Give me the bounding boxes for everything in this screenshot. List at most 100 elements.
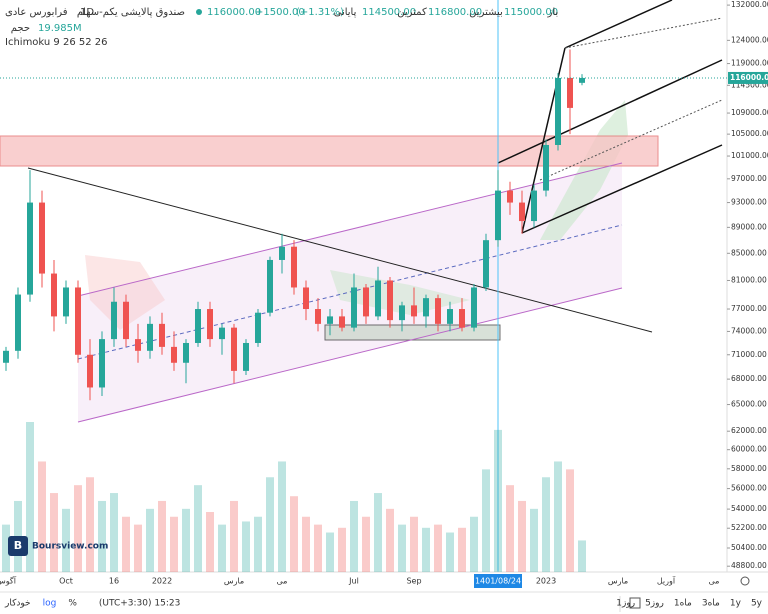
volume-bar <box>578 540 586 572</box>
volume-bar <box>326 532 334 572</box>
x-tick-label: 2022 <box>152 577 172 586</box>
volume-bar <box>218 524 226 572</box>
y-tick-label: 81000.00 <box>731 275 767 284</box>
candle-body <box>327 316 333 324</box>
volume-bar <box>290 496 298 572</box>
volume-bar <box>74 485 82 572</box>
candle-body <box>519 202 525 222</box>
y-tick-label: 119000.00 <box>731 59 768 68</box>
high: 116800.00 <box>428 7 482 18</box>
volume-bar <box>230 500 238 572</box>
scale-button[interactable]: % <box>68 599 77 609</box>
y-tick-label: 124000.00 <box>731 35 768 44</box>
channel-mid <box>77 224 623 360</box>
x-tick-label: می <box>709 577 720 586</box>
volume-bar <box>422 527 430 572</box>
range-button[interactable]: 1ماه <box>674 599 692 609</box>
y-tick-label: 52200.00 <box>731 523 767 532</box>
candle-body <box>411 305 417 317</box>
candle-body <box>135 339 141 351</box>
channel-line <box>77 162 623 297</box>
date-range[interactable] <box>629 597 641 609</box>
candle-body <box>351 287 357 328</box>
volume-bar <box>398 524 406 572</box>
volume-bar <box>110 493 118 572</box>
candle-body <box>231 327 237 371</box>
y-tick-label: 71000.00 <box>731 350 767 359</box>
indicator: Ichimoku 9 26 52 26 <box>5 37 108 48</box>
x-tick-label: آوریل <box>657 576 676 586</box>
volume-bar <box>338 527 346 572</box>
volume-bar <box>518 500 526 572</box>
candle-body <box>435 298 441 324</box>
y-tick-label: 132000.00 <box>731 0 768 9</box>
y-tick-label: 89000.00 <box>731 222 767 231</box>
volume-bar <box>254 516 262 572</box>
volume-bar <box>542 477 550 572</box>
volume-bar <box>182 508 190 572</box>
open-label: باز <box>547 7 559 18</box>
pitchfork <box>497 59 723 164</box>
range-button[interactable]: 5روز <box>645 599 664 609</box>
candle-body <box>3 350 9 363</box>
x-tick-label: Jul <box>348 577 359 586</box>
range-button[interactable]: 5y <box>751 599 763 609</box>
range-button[interactable]: 3ماه <box>702 599 720 609</box>
low-label: کمترین <box>397 7 427 18</box>
range-button[interactable]: 1روز <box>616 599 635 609</box>
volume-bar <box>374 493 382 572</box>
volume-bar <box>494 429 502 572</box>
candle-body <box>207 309 213 340</box>
pitchfork <box>564 0 673 49</box>
volume-bar <box>554 461 562 572</box>
volume-bar <box>458 527 466 572</box>
volume-bar <box>146 508 154 572</box>
scale-button[interactable]: log <box>43 599 57 609</box>
status-dot <box>196 9 202 15</box>
candle-body <box>87 354 93 388</box>
crosshair-label-bg <box>474 574 522 588</box>
volume-bar <box>410 516 418 572</box>
interval: 1D <box>80 7 94 18</box>
volume-bar <box>350 500 358 572</box>
candle-body <box>543 144 549 191</box>
candle-body <box>399 305 405 321</box>
low: 114500.00 <box>362 7 416 18</box>
volume-label: حجم <box>11 23 30 34</box>
plot <box>2 49 586 572</box>
settings[interactable] <box>740 576 750 586</box>
volume-bar <box>566 469 574 572</box>
candle-body <box>291 246 297 288</box>
volume-bar <box>482 469 490 572</box>
watermark: Boursview.com <box>32 542 108 552</box>
symbol: صندوق پالایشی یکم-سهام <box>77 7 185 18</box>
candle-body <box>63 287 69 317</box>
candle-body <box>15 294 21 351</box>
scale-button[interactable]: خودکار <box>4 599 31 609</box>
candle-body <box>123 301 129 340</box>
candle-body <box>459 309 465 328</box>
y-tick-label: 50400.00 <box>731 543 767 552</box>
volume-bar <box>434 524 442 572</box>
change: +1500.00 <box>255 7 305 18</box>
cloud <box>540 100 628 240</box>
candle-body <box>159 323 165 347</box>
volume-value: 19.985M <box>38 23 82 34</box>
volume-bar <box>50 493 58 572</box>
y-tick-label: 58000.00 <box>731 464 767 473</box>
volume-bar <box>242 521 250 572</box>
volume-bar <box>302 516 310 572</box>
volume-bar <box>26 422 34 572</box>
range-button[interactable]: 1y <box>730 599 742 609</box>
x-tick-label: مارس <box>608 577 628 586</box>
candle-body <box>579 77 585 83</box>
volume-bar <box>470 516 478 572</box>
volume-bar <box>362 516 370 572</box>
candle-body <box>267 259 273 313</box>
candle-body <box>339 316 345 328</box>
candle-body <box>495 190 501 241</box>
volume-bar <box>38 461 46 572</box>
timezone[interactable]: (UTC+3:30) 15:23 <box>99 599 180 609</box>
high-label: بیشترین <box>469 7 503 18</box>
